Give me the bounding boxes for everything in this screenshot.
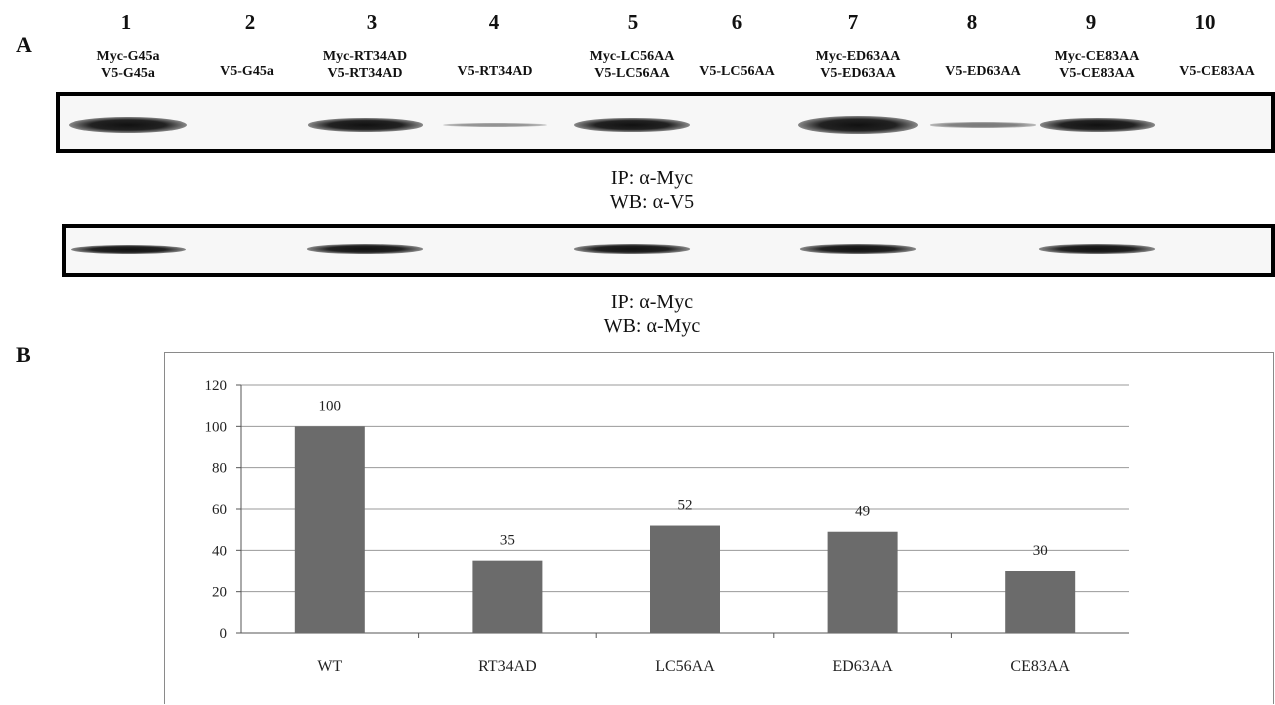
lane-label-myc-5: Myc-LC56AA [589, 49, 675, 64]
lane-number-9: 9 [1085, 10, 1097, 34]
blot-bottom-band-lane-9 [1039, 244, 1155, 254]
blot-top-band-lane-9 [1039, 118, 1155, 132]
y-tick-label-100: 100 [205, 419, 228, 435]
y-tick-label-20: 20 [212, 585, 227, 601]
x-tick-label-RT34AD: RT34AD [478, 658, 537, 675]
blot-bottom-caption: IP: α-Myc WB: α-Myc [604, 290, 701, 338]
lane-label-2: V5-G45a [220, 63, 274, 80]
data-label-RT34AD: 35 [500, 533, 515, 549]
blot-bottom-band-lane-5 [574, 244, 690, 254]
lane-label-10: V5-CE83AA [1179, 63, 1254, 80]
data-label-ED63AA: 49 [855, 504, 870, 520]
blot-bottom-band-lane-1 [70, 244, 186, 254]
lane-number-7: 7 [847, 10, 859, 34]
x-tick-label-WT: WT [317, 658, 342, 675]
blot-top-band-lane-4 [443, 123, 547, 127]
x-tick-label-CE83AA: CE83AA [1010, 658, 1070, 675]
panel-a-letter: A [16, 32, 32, 57]
data-label-LC56AA: 52 [678, 498, 693, 514]
blot-top-caption: IP: α-Myc WB: α-V5 [610, 166, 694, 214]
blot-top-box [56, 92, 1275, 153]
lane-number-10: 10 [1194, 10, 1216, 34]
lane-label-v5-10: V5-CE83AA [1179, 64, 1255, 79]
lane-label-3: Myc-RT34AD V5-RT34AD [323, 48, 407, 82]
blot-bottom-caption-ip: IP: α-Myc [610, 291, 694, 313]
y-tick-label-40: 40 [212, 543, 227, 559]
bar-chart-frame: 0 20 40 60 80 100 120 100 WT 35 RT34AD 52 LC56AA 49 ED… [164, 352, 1274, 704]
lane-label-v5-1: V5-G45a [101, 66, 155, 81]
y-tick-label-120: 120 [205, 378, 228, 394]
blot-bottom-band-lane-7 [800, 244, 916, 254]
blot-top-band-lane-5 [574, 117, 690, 133]
y-tick-label-80: 80 [212, 461, 227, 477]
bar-ED63AA [827, 531, 898, 633]
blot-bottom-box [62, 224, 1275, 277]
lane-label-v5-2: V5-G45a [220, 64, 274, 79]
lane-number-3: 3 [366, 10, 378, 34]
blot-top-caption-ip: IP: α-Myc [610, 167, 694, 189]
bar-CE83AA [1005, 571, 1076, 633]
lane-label-9: Myc-CE83AA V5-CE83AA [1055, 48, 1140, 82]
x-tick-label-ED63AA: ED63AA [832, 658, 893, 675]
panel-b-letter: B [16, 342, 31, 367]
blot-bottom-band-lane-3 [307, 244, 423, 254]
lane-number-8: 8 [966, 10, 978, 34]
blot-top-band-lane-3 [307, 118, 423, 132]
lane-label-v5-7: V5-ED63AA [820, 66, 896, 81]
blot-top-caption-wb: WB: α-V5 [609, 191, 695, 213]
lane-label-1: Myc-G45a V5-G45a [97, 48, 160, 82]
lane-label-v5-6: V5-LC56AA [699, 64, 775, 79]
lane-label-myc-9: Myc-CE83AA [1054, 49, 1140, 64]
x-tick-label-LC56AA: LC56AA [655, 658, 715, 675]
y-tick-label-60: 60 [212, 502, 227, 518]
y-tick-label-0: 0 [220, 626, 228, 642]
lane-label-6: V5-LC56AA [699, 63, 774, 80]
lane-label-8: V5-ED63AA [945, 63, 1020, 80]
blot-top-band-lane-7 [798, 116, 918, 134]
lane-number-6: 6 [731, 10, 743, 34]
lane-number-4: 4 [488, 10, 500, 34]
lane-number-5: 5 [627, 10, 639, 34]
bar-LC56AA [650, 525, 720, 633]
lane-label-myc-1: Myc-G45a [96, 49, 160, 64]
lane-label-v5-8: V5-ED63AA [945, 64, 1021, 79]
lane-label-myc-3: Myc-RT34AD [322, 49, 408, 64]
lane-label-myc-7: Myc-ED63AA [815, 49, 901, 64]
bar-WT [294, 426, 365, 633]
data-label-CE83AA: 30 [1033, 543, 1048, 559]
bar-chart: 0 20 40 60 80 100 120 100 WT 35 RT34AD 52 LC56AA 49 ED… [205, 378, 1129, 675]
blot-top-band-lane-1 [69, 116, 187, 134]
lane-label-4: V5-RT34AD [458, 63, 533, 80]
lane-number-2: 2 [244, 10, 256, 34]
blot-bottom-caption-wb: WB: α-Myc [603, 315, 701, 337]
lane-number-1: 1 [120, 10, 132, 34]
bar-RT34AD [472, 560, 543, 633]
lane-label-5: Myc-LC56AA V5-LC56AA [590, 48, 675, 82]
data-label-WT: 100 [319, 398, 342, 414]
lane-label-v5-9: V5-CE83AA [1059, 66, 1135, 81]
lane-label-v5-3: V5-RT34AD [327, 66, 403, 81]
western-blot-panel: 1 Myc-G45a V5-G45a 2 V5-G45a 3 Myc-RT34AD V5-RT… [56, 10, 1275, 338]
lane-label-v5-4: V5-RT34AD [457, 64, 533, 79]
lane-label-v5-5: V5-LC56AA [594, 66, 670, 81]
lane-label-7: Myc-ED63AA V5-ED63AA [816, 48, 901, 82]
blot-top-band-lane-8 [930, 122, 1036, 128]
